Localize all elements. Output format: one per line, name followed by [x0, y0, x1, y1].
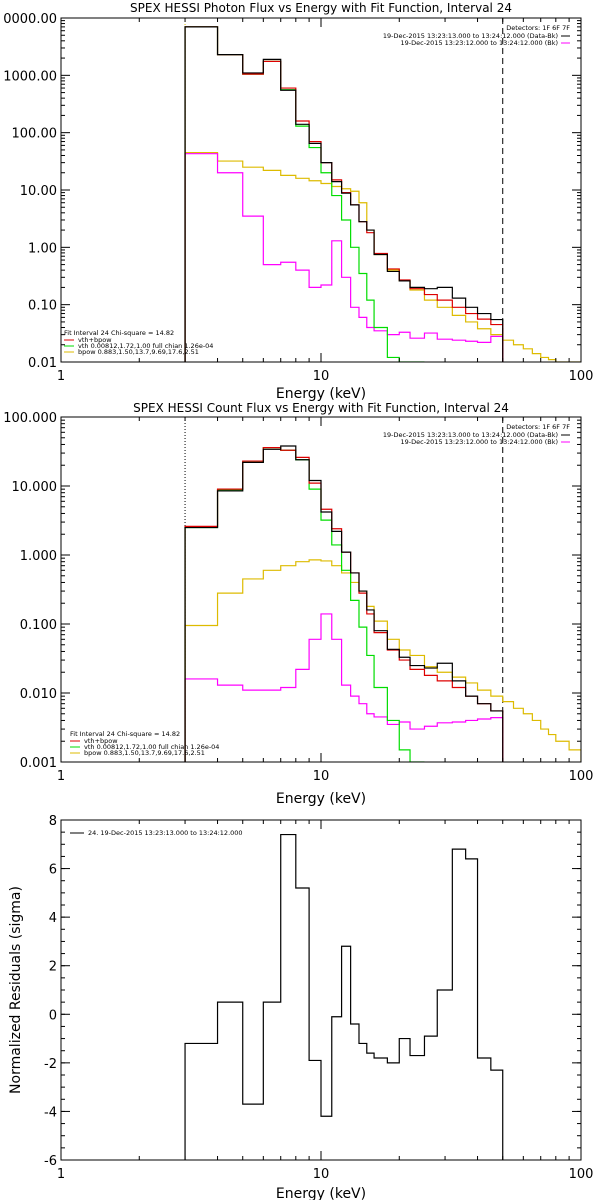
y-tick-label: -4: [44, 1105, 57, 1120]
background-interval-label: 19-Dec-2015 13:23:12.000 to 13:24:12.000…: [401, 39, 559, 47]
data-interval-label: 19-Dec-2015 13:23:13.000 to 13:24:12.000…: [383, 32, 558, 40]
data-series: [184, 833, 504, 1160]
y-tick-label: 8: [49, 814, 57, 829]
y-tick-label: 0.10: [28, 299, 57, 314]
vth-series: [184, 447, 425, 762]
total-series: [184, 26, 504, 362]
detectors-label: Detectors: 1F 6F 7F: [506, 24, 570, 32]
info-right: Detectors: 1F 6F 7F 19-Dec-2015 13:23:13…: [383, 423, 570, 446]
x-tick-label: 100: [569, 369, 594, 384]
data-series: [184, 445, 504, 762]
y-tick-label: 100.00: [12, 127, 58, 142]
count-flux-panel: SPEX HESSI Count Flux vs Energy with Fit…: [3, 401, 593, 807]
detectors-label: Detectors: 1F 6F 7F: [506, 423, 570, 431]
y-tick-label: 0.01: [28, 356, 57, 371]
chart-title: SPEX HESSI Count Flux vs Energy with Fit…: [133, 401, 509, 415]
vth-series: [184, 26, 425, 362]
data-series: [184, 26, 504, 362]
vth-legend-label: vth 0.00812,1.72,1.00 full chian 1.26e-0…: [84, 743, 219, 751]
y-tick-label: 10.00: [20, 184, 57, 199]
fit-legend: Fit Interval 24 Chi-square = 14.82 vth+b…: [70, 730, 219, 757]
y-tick-label: 100.000: [3, 411, 57, 426]
total-series: [184, 447, 504, 762]
background-series: [184, 613, 504, 762]
y-tick-label: 0.100: [20, 618, 57, 633]
bpow-legend-label: bpow 0.883,1.50,13.7,9.69,17.6,2.51: [84, 749, 205, 757]
data-interval-label: 19-Dec-2015 13:23:13.000 to 13:24:12.000…: [383, 431, 558, 439]
fit-summary-label: Fit Interval 24 Chi-square = 14.82: [64, 329, 174, 337]
residual-legend: 24. 19-Dec-2015 13:23:13.000 to 13:24:12…: [70, 829, 243, 837]
y-tick-label: -2: [44, 1057, 57, 1072]
series-group: [184, 417, 581, 762]
plot-area: 1 10 100 -6 -4 -2 0 2 4 6 8: [44, 814, 593, 1182]
vth-legend-label: vth 0.00812,1.72,1.00 full chian 1.26e-0…: [78, 342, 213, 350]
y-tick-label: 0000.00: [3, 12, 57, 27]
y-tick-label: 0: [49, 1008, 57, 1023]
y-tick-label: 1000.00: [3, 69, 57, 84]
residuals-panel: 1 10 100 -6 -4 -2 0 2 4 6 8 Energy (keV) Normalize…: [8, 814, 593, 1200]
total-legend-label: vth+bpow: [84, 737, 118, 745]
photon-flux-panel: SPEX HESSI Photon Flux vs Energy with Fi…: [3, 1, 593, 402]
y-tick-label: 10.000: [12, 480, 58, 495]
x-tick-label: 100: [569, 769, 594, 784]
y-tick-label: 0.010: [20, 687, 57, 702]
x-tick-label: 1: [57, 369, 65, 384]
x-tick-label: 10: [313, 769, 330, 784]
background-interval-label: 19-Dec-2015 13:23:12.000 to 13:24:12.000…: [401, 438, 559, 446]
x-tick-label: 1: [57, 769, 65, 784]
background-series: [184, 153, 504, 362]
y-tick-label: -6: [44, 1154, 57, 1169]
residual-legend-label: 24. 19-Dec-2015 13:23:13.000 to 13:24:12…: [88, 829, 243, 837]
x-tick-label: 100: [569, 1167, 594, 1182]
x-tick-label: 10: [313, 1167, 330, 1182]
y-tick-label: 2: [49, 960, 57, 975]
y-axis-label: Normalized Residuals (sigma): [8, 886, 24, 1094]
x-axis-label: Energy (keV): [276, 791, 366, 807]
x-tick-label: 1: [57, 1167, 65, 1182]
series-group: [184, 18, 581, 362]
fit-legend: Fit Interval 24 Chi-square = 14.82 vth+b…: [64, 329, 213, 356]
y-tick-label: 6: [49, 863, 57, 878]
bpow-series: [184, 559, 581, 762]
bpow-legend-label: bpow 0.883,1.50,13.7,9.69,17.6,2.51: [78, 348, 199, 356]
chart-title: SPEX HESSI Photon Flux vs Energy with Fi…: [130, 1, 512, 15]
y-tick-label: 1.00: [28, 241, 57, 256]
series-group: [184, 833, 504, 1160]
fit-summary-label: Fit Interval 24 Chi-square = 14.82: [70, 730, 180, 738]
info-right: Detectors: 1F 6F 7F 19-Dec-2015 13:23:13…: [383, 24, 570, 47]
x-axis-label: Energy (keV): [276, 386, 366, 402]
y-tick-label: 0.001: [20, 756, 57, 771]
x-axis-label: Energy (keV): [276, 1186, 366, 1200]
y-tick-label: 1.000: [20, 549, 57, 564]
total-legend-label: vth+bpow: [78, 336, 112, 344]
plot-area: 1 10 100 0.01 0.10 1.00 10.00 100.00 1000.00 0000…: [3, 12, 593, 384]
x-tick-label: 10: [313, 369, 330, 384]
y-tick-label: 4: [49, 911, 57, 926]
plot-area: 1 10 100 0.001 0.010 0.100 1.000 10.000 100.000: [3, 411, 593, 784]
